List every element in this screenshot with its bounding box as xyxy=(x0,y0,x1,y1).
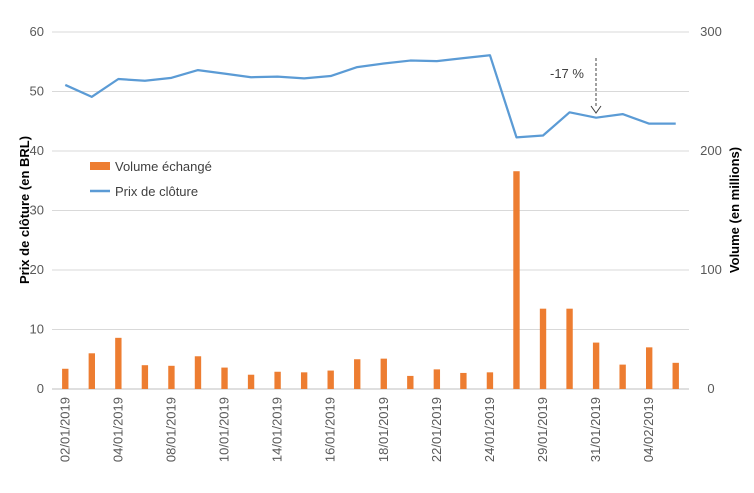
x-tick-label: 22/01/2019 xyxy=(429,397,444,462)
x-tick-labels: 02/01/2019 04/01/2019 08/01/2019 10/01/2019… xyxy=(57,397,656,462)
bar-volume xyxy=(247,374,255,389)
bar-volume xyxy=(646,347,653,389)
legend-label-price: Prix de clôture xyxy=(115,184,198,199)
bar-volume xyxy=(539,308,547,389)
bar-volume xyxy=(141,365,149,389)
x-tick-label: 24/01/2019 xyxy=(482,397,497,462)
annotation-label: -17 % xyxy=(550,66,584,81)
y-left-tick-label: 0 xyxy=(37,381,44,396)
bar-volume xyxy=(592,342,600,389)
bar-volume xyxy=(327,370,334,389)
y-left-axis-title: Prix de clôture (en BRL) xyxy=(17,136,32,284)
bar-volume xyxy=(354,359,361,389)
legend-swatch-volume xyxy=(90,162,110,170)
bar-volume xyxy=(62,368,69,389)
bar-volume xyxy=(115,337,122,389)
annotation-arrowhead xyxy=(590,105,602,114)
x-tick-label: 08/01/2019 xyxy=(163,397,178,462)
y-left-tick-label: 30 xyxy=(30,203,44,218)
bar-volume xyxy=(194,356,202,389)
x-tick-label: 04/02/2019 xyxy=(641,397,656,462)
bar-volume xyxy=(513,171,520,389)
y-right-tick-label: 0 xyxy=(707,381,714,396)
x-tick-label: 10/01/2019 xyxy=(217,397,232,462)
y-right-tick-label: 200 xyxy=(700,143,722,158)
y-left-tick-label: 10 xyxy=(30,322,44,337)
legend-label-volume: Volume échangé xyxy=(115,159,212,174)
bar-volume xyxy=(672,362,679,389)
bar-volume xyxy=(274,371,281,389)
series-line-price xyxy=(64,54,676,139)
x-tick-label: 04/01/2019 xyxy=(110,397,125,462)
x-tick-label: 18/01/2019 xyxy=(376,397,391,462)
bar-volume xyxy=(300,372,308,389)
y-right-ticks: 0 100 200 300 xyxy=(700,24,722,396)
x-tick-label: 31/01/2019 xyxy=(588,397,603,462)
legend: Volume échangé Prix de clôture xyxy=(90,159,212,199)
y-right-tick-label: 100 xyxy=(700,262,722,277)
price-line xyxy=(64,54,676,139)
annotation: -17 % xyxy=(550,58,602,114)
y-right-tick-label: 300 xyxy=(700,24,722,39)
y-left-tick-label: 40 xyxy=(30,143,44,158)
bar-volume xyxy=(168,365,175,389)
bar-volume xyxy=(407,375,414,389)
bar-volume xyxy=(486,372,494,389)
gridlines xyxy=(52,31,689,390)
bar-volume xyxy=(460,372,467,389)
y-right-axis-title: Volume (en millions) xyxy=(727,147,742,273)
x-tick-label: 16/01/2019 xyxy=(323,397,338,462)
bar-volume xyxy=(221,367,228,389)
bar-volume xyxy=(88,353,95,389)
y-left-tick-label: 20 xyxy=(30,262,44,277)
x-tick-label: 14/01/2019 xyxy=(270,397,285,462)
y-left-tick-label: 60 xyxy=(30,24,44,39)
y-left-ticks: 0 10 20 30 40 50 60 xyxy=(30,24,44,396)
bar-volume xyxy=(566,308,573,389)
volume-bars xyxy=(62,171,679,389)
x-tick-label: 02/01/2019 xyxy=(57,397,72,462)
x-tick-label: 29/01/2019 xyxy=(535,397,550,462)
bar-volume xyxy=(380,358,387,389)
bar-volume xyxy=(433,369,441,389)
bar-volume xyxy=(619,364,626,389)
y-left-tick-label: 50 xyxy=(30,84,44,99)
